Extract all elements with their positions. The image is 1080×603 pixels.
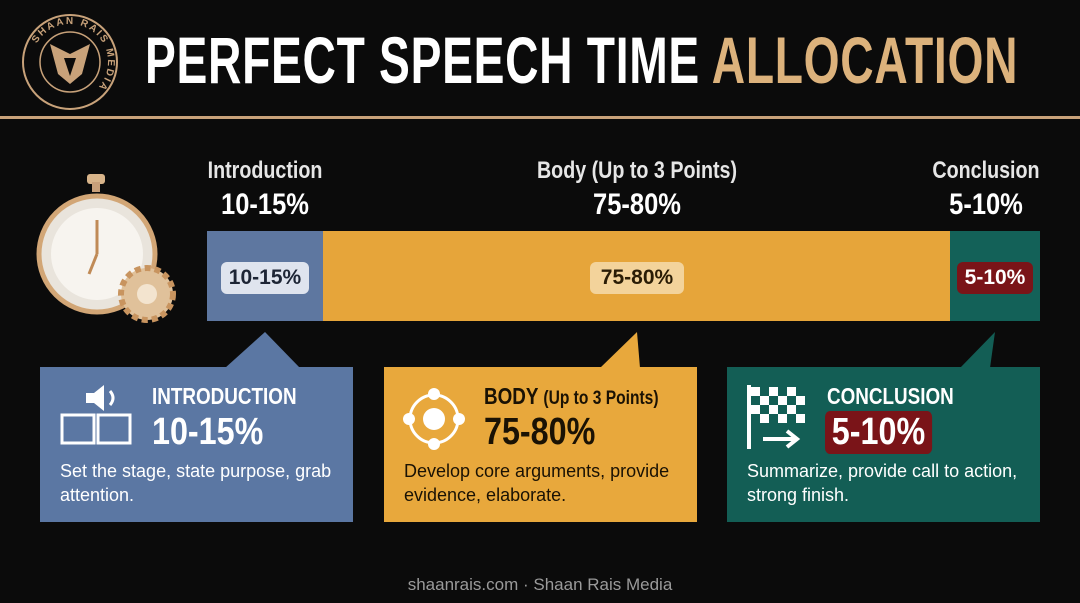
title-main: PERFECT SPEECH TIME xyxy=(145,23,700,97)
card: BODY (Up to 3 Points) 75-80% Develop cor… xyxy=(384,367,697,522)
divider xyxy=(0,116,1080,119)
segment-range: 10-15% xyxy=(221,188,309,221)
logo: SHAAN RAIS MEDIA xyxy=(22,14,118,110)
network-icon xyxy=(403,388,465,450)
card-range: 5-10% xyxy=(825,411,932,454)
card-title: INTRODUCTION xyxy=(152,383,297,409)
card-title: CONCLUSION xyxy=(827,383,954,409)
card-description: Develop core arguments, provide evidence… xyxy=(404,461,670,505)
card-subtitle: (Up to 3 Points) xyxy=(543,388,659,409)
segment-range: 5-10% xyxy=(949,188,1023,221)
title-accent: ALLOCATION xyxy=(711,23,1019,97)
segment-label: Body (Up to 3 Points) xyxy=(536,157,738,184)
segment-chip: 5-10% xyxy=(957,262,1033,294)
card-title: BODY (Up to 3 Points) xyxy=(484,383,659,410)
segment-label: Introduction xyxy=(207,157,323,184)
card-range: 10-15% xyxy=(152,411,264,453)
flag-icon xyxy=(747,385,805,449)
segment-chip: 75-80% xyxy=(590,262,684,294)
book-icon xyxy=(60,385,132,445)
card-description: Set the stage, state purpose, grab atten… xyxy=(60,461,332,505)
segment-chip: 10-15% xyxy=(221,262,309,294)
card: CONCLUSION 5-10% Summarize, provide call… xyxy=(727,367,1040,522)
card-range: 75-80% xyxy=(484,411,596,453)
card-title-main: BODY xyxy=(484,383,539,409)
footer: shaanrais.com · Shaan Rais Media xyxy=(407,575,673,594)
title: PERFECT SPEECH TIME ALLOCATION xyxy=(145,22,1018,98)
pointers xyxy=(225,332,995,368)
card-description: Summarize, provide call to action, stron… xyxy=(747,461,1018,505)
card: INTRODUCTION 10-15% Set the stage, state… xyxy=(40,367,353,522)
segment-label: Conclusion xyxy=(932,157,1040,184)
segment-range: 75-80% xyxy=(593,188,681,221)
stopwatch-icon xyxy=(36,174,176,323)
